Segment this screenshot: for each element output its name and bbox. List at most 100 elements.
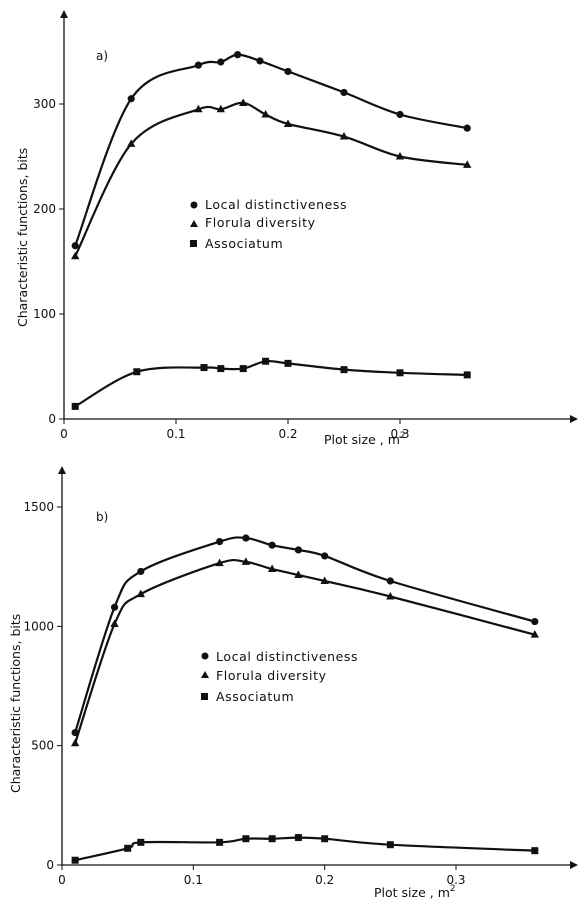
panel-a-legend-circle-marker: [190, 201, 198, 209]
panel-b-label: b): [96, 510, 108, 524]
panel-a-y-tick-label: 200: [33, 202, 56, 216]
panel-b-data-point-associatum: [124, 844, 132, 852]
panel-a-legend-square-marker: [190, 240, 197, 247]
panel-b-data-point-associatum: [386, 841, 394, 849]
panel-b-data-point-florula-diversity: [241, 557, 251, 565]
panel-a-legend-label-florula-diversity: Florula diversity: [205, 215, 316, 230]
panel-b-data-point-associatum: [268, 835, 276, 843]
panel-a-axes: [60, 10, 578, 423]
panel-a-x-axis-label-superscript: 2: [400, 431, 406, 441]
panel-b-legend-circle-marker: [201, 652, 209, 660]
panel-a-series-line-associatum: [74, 359, 469, 408]
panel-b-x-tick-label: 0.2: [315, 873, 334, 887]
panel-b-series-line-local-distinctiveness: [74, 536, 536, 734]
panel-b-legend-label-florula-diversity: Florula diversity: [216, 668, 327, 683]
panel-b-data-point-florula-diversity: [136, 589, 145, 598]
panel-b: 0 0.1 0.2 0.3 0 500 1000 1500 b) Characteristic…: [8, 466, 578, 900]
panel-a-data-point-associatum: [262, 357, 270, 365]
panel-b-legend-triangle-marker: [201, 671, 209, 678]
panel-b-y-tick-label: 500: [31, 739, 54, 753]
panel-a-data-point-associatum: [284, 359, 292, 367]
panel-b-y-axis-label: Characteristic functions, bits: [8, 614, 23, 793]
panel-a-data-point-florula-diversity: [71, 251, 80, 260]
panel-a-y-axis-label: Characteristic functions, bits: [15, 148, 30, 327]
panel-a-label: a): [96, 49, 108, 63]
panel-b-y-tick-label: 1000: [23, 619, 54, 633]
panel-a-data-point-local-distinctiveness: [256, 57, 264, 65]
panel-b-data-point-associatum: [71, 856, 79, 864]
panel-b-ticks: 0 0.1 0.2 0.3 0 500 1000 1500: [23, 500, 465, 887]
panel-b-data-point-florula-diversity: [294, 570, 303, 579]
panel-a-x-tick-label: 0.2: [278, 427, 297, 441]
panel-b-data-point-associatum: [137, 838, 145, 846]
panel-a-data-point-local-distinctiveness: [71, 242, 79, 250]
panel-a-data-point-local-distinctiveness: [396, 110, 404, 119]
panel-a-y-tick-label: 300: [33, 97, 56, 111]
panel-b-data-point-local-distinctiveness: [386, 577, 394, 585]
panel-a-ticks: 0 0.1 0.2 0.3 0 100 200 300: [33, 97, 409, 441]
panel-a-data-point-local-distinctiveness: [463, 124, 471, 132]
panel-a-data-point-florula-diversity: [463, 160, 472, 168]
panel-b-y-tick-label: 0: [46, 858, 54, 872]
panel-b-data-point-associatum: [216, 838, 224, 846]
panel-b-data-point-local-distinctiveness: [294, 546, 302, 554]
panel-b-data-point-florula-diversity: [110, 619, 119, 627]
panel-b-x-axis-label-superscript: 2: [450, 884, 456, 894]
panel-a-data-point-florula-diversity: [261, 110, 270, 118]
panel-a-data-point-florula-diversity: [239, 98, 248, 106]
panel-a: 0 0.1 0.2 0.3 0 100 200 300 a) Characteristic f…: [15, 10, 578, 447]
panel-b-x-tick-label: 0.1: [184, 873, 203, 887]
panel-b-legend-square-marker: [201, 693, 208, 700]
panel-a-data-point-associatum: [396, 369, 404, 377]
panel-a-data-point-local-distinctiveness: [234, 51, 242, 59]
panel-a-data-point-local-distinctiveness: [340, 88, 348, 97]
panel-b-x-axis-label-main: Plot size , m: [374, 885, 450, 900]
panel-a-data-point-associatum: [133, 368, 141, 376]
panel-a-data-point-associatum: [463, 371, 471, 379]
panel-b-data-point-local-distinctiveness: [216, 538, 224, 546]
panel-a-data-point-florula-diversity: [216, 104, 225, 113]
panel-b-data-point-florula-diversity: [267, 564, 277, 573]
panel-b-data-point-local-distinctiveness: [321, 552, 329, 560]
panel-b-y-tick-label: 1500: [23, 500, 54, 514]
panel-b-data-point-local-distinctiveness: [531, 617, 539, 626]
panel-b-data-point-associatum: [294, 834, 302, 842]
panel-a-series-line-florula-diversity: [74, 101, 469, 258]
panel-b-axes: [58, 466, 578, 869]
panel-b-legend-label-associatum: Associatum: [216, 689, 294, 704]
panel-b-data-point-florula-diversity: [386, 592, 395, 600]
panel-a-data-point-associatum: [71, 402, 79, 410]
panel-b-data-point-local-distinctiveness: [268, 541, 276, 549]
panel-b-series-line-florula-diversity: [74, 558, 536, 745]
panel-b-data-point-local-distinctiveness: [242, 534, 250, 542]
panel-a-data-point-local-distinctiveness: [127, 95, 135, 103]
panel-b-data-point-local-distinctiveness: [137, 567, 145, 576]
panel-b-data-point-florula-diversity: [70, 738, 80, 747]
panel-a-data-point-florula-diversity: [194, 104, 203, 113]
panel-a-data-point-florula-diversity: [283, 119, 293, 127]
panel-b-data-point-associatum: [242, 835, 250, 843]
panel-a-x-tick-label: 0: [60, 427, 68, 441]
panel-a-data-point-local-distinctiveness: [217, 58, 225, 66]
panel-a-x-tick-label: 0.3: [390, 427, 409, 441]
panel-a-data-point-associatum: [239, 365, 247, 373]
panel-a-data-point-florula-diversity: [395, 152, 405, 160]
panel-a-data-point-florula-diversity: [339, 132, 349, 140]
panel-b-data-point-associatum: [321, 835, 329, 843]
panel-a-legend-triangle-marker: [190, 220, 198, 227]
panel-a-x-axis-label-main: Plot size , m: [324, 432, 400, 447]
panel-a-data-point-associatum: [200, 364, 208, 372]
panel-a-data-point-florula-diversity: [127, 139, 136, 147]
panel-a-legend-label-associatum: Associatum: [205, 236, 283, 251]
panel-b-data-point-florula-diversity: [320, 576, 329, 584]
panel-a-data-point-local-distinctiveness: [284, 67, 292, 76]
panel-b-x-tick-label: 0: [58, 873, 66, 887]
panel-b-data-point-local-distinctiveness: [110, 603, 119, 611]
panel-b-legend: Local distinctiveness Florula diversity …: [201, 649, 358, 704]
panel-a-data-point-local-distinctiveness: [194, 61, 202, 69]
panel-b-legend-label-local-distinctiveness: Local distinctiveness: [216, 649, 358, 664]
panel-a-y-tick-label: 0: [48, 412, 56, 426]
panel-b-x-tick-label: 0.3: [446, 873, 465, 887]
panel-a-legend-label-local-distinctiveness: Local distinctiveness: [205, 197, 347, 212]
